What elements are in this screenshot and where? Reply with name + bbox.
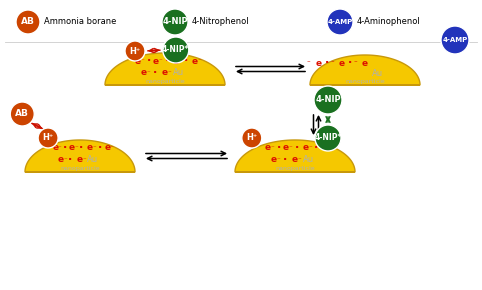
Polygon shape: [25, 140, 135, 172]
Text: ⁻: ⁻: [93, 145, 96, 151]
Text: ·: ·: [63, 143, 67, 153]
Circle shape: [242, 128, 262, 148]
Circle shape: [10, 102, 34, 126]
Text: e: e: [69, 144, 75, 153]
Text: ·: ·: [282, 155, 287, 165]
Text: ·: ·: [295, 143, 299, 153]
Text: 4-NIP*: 4-NIP*: [314, 133, 342, 142]
Text: ⁻: ⁻: [110, 145, 114, 151]
Text: ⁻: ⁻: [307, 60, 311, 66]
Circle shape: [16, 10, 40, 34]
Text: nanoparticle: nanoparticle: [60, 166, 100, 171]
Text: e: e: [77, 155, 83, 164]
Text: ⁻: ⁻: [298, 157, 302, 163]
Circle shape: [441, 26, 469, 54]
Text: AB: AB: [21, 17, 35, 26]
Text: e: e: [162, 68, 168, 77]
Text: e: e: [362, 59, 368, 68]
Text: ·: ·: [314, 143, 319, 153]
Polygon shape: [310, 55, 420, 85]
Text: Au: Au: [87, 155, 98, 164]
Text: ·: ·: [79, 143, 83, 153]
Text: e: e: [173, 57, 179, 66]
Text: ⁻: ⁻: [58, 145, 62, 151]
Text: e: e: [339, 59, 345, 68]
Text: e: e: [271, 155, 277, 164]
Text: 4-AMP: 4-AMP: [442, 37, 468, 43]
Polygon shape: [235, 140, 355, 172]
Text: ⁻: ⁻: [330, 60, 334, 66]
Text: ⁻: ⁻: [328, 145, 332, 151]
Text: 4-NIP*: 4-NIP*: [162, 46, 189, 55]
Text: Au: Au: [303, 155, 314, 164]
Text: ⁻: ⁻: [82, 157, 86, 163]
Text: ⁻: ⁻: [147, 70, 151, 76]
Text: e: e: [322, 144, 328, 153]
Circle shape: [314, 86, 342, 114]
Text: Au: Au: [372, 69, 383, 78]
Text: ⁻: ⁻: [63, 157, 67, 163]
Text: e: e: [141, 68, 147, 77]
Circle shape: [162, 9, 188, 35]
Text: ·: ·: [348, 58, 352, 68]
Text: e: e: [316, 59, 322, 68]
Circle shape: [163, 37, 189, 63]
Text: nanoparticle: nanoparticle: [345, 79, 385, 84]
Text: ·: ·: [152, 68, 157, 78]
Text: H⁺: H⁺: [246, 133, 257, 142]
Text: ⁻: ⁻: [271, 145, 275, 151]
Text: ⁻: ⁻: [198, 58, 201, 64]
Text: e: e: [292, 155, 298, 164]
Text: 4-NIP: 4-NIP: [315, 95, 341, 104]
Text: ·: ·: [147, 56, 150, 66]
Text: ⁻: ⁻: [309, 145, 312, 151]
Circle shape: [125, 41, 145, 61]
Text: ⁻: ⁻: [74, 145, 78, 151]
Text: ·: ·: [164, 56, 169, 66]
Text: e: e: [283, 144, 289, 153]
Text: Ammonia borane: Ammonia borane: [44, 17, 116, 26]
Text: e: e: [192, 57, 198, 66]
Text: ·: ·: [276, 143, 281, 153]
Text: e: e: [153, 57, 159, 66]
Text: ⁻: ⁻: [168, 70, 172, 76]
Text: nanoparticle: nanoparticle: [145, 79, 185, 84]
Text: ⁻: ⁻: [353, 60, 357, 66]
Text: 4-AMP: 4-AMP: [327, 19, 353, 25]
Text: 4-NIP: 4-NIP: [162, 17, 188, 26]
Text: ·: ·: [324, 58, 329, 68]
Text: ·: ·: [68, 155, 72, 165]
Text: 4-Nitrophenol: 4-Nitrophenol: [192, 17, 250, 26]
Circle shape: [315, 125, 341, 151]
Polygon shape: [105, 53, 225, 85]
Text: e: e: [52, 144, 58, 153]
Text: ⁻: ⁻: [159, 58, 163, 64]
Text: ⁻: ⁻: [179, 58, 183, 64]
Text: e: e: [87, 144, 93, 153]
Text: nanoparticle: nanoparticle: [275, 166, 315, 171]
Text: Au: Au: [173, 68, 184, 77]
Text: ⁻: ⁻: [289, 145, 293, 151]
Text: e: e: [58, 155, 64, 164]
Text: 4-Aminophenol: 4-Aminophenol: [357, 17, 421, 26]
Text: e: e: [135, 57, 141, 66]
Text: ⁻: ⁻: [141, 58, 145, 64]
Text: H⁺: H⁺: [129, 46, 141, 55]
Circle shape: [327, 9, 353, 35]
Text: e: e: [303, 144, 309, 153]
Text: e: e: [265, 144, 271, 153]
Text: ·: ·: [184, 56, 188, 66]
Text: ·: ·: [97, 143, 102, 153]
Text: H⁺: H⁺: [42, 133, 54, 142]
Circle shape: [38, 128, 58, 148]
Text: e: e: [105, 144, 110, 153]
Text: AB: AB: [15, 110, 29, 119]
Text: ⁻: ⁻: [277, 157, 281, 163]
